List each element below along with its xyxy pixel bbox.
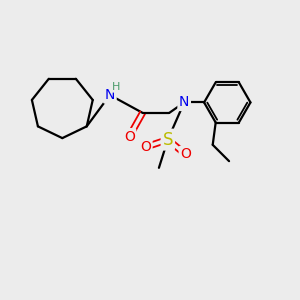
Text: O: O [124, 130, 135, 144]
Text: N: N [105, 88, 115, 102]
Text: H: H [112, 82, 121, 92]
Text: O: O [180, 148, 191, 161]
Text: O: O [140, 140, 151, 154]
Text: S: S [163, 130, 173, 148]
Text: N: N [179, 95, 189, 110]
